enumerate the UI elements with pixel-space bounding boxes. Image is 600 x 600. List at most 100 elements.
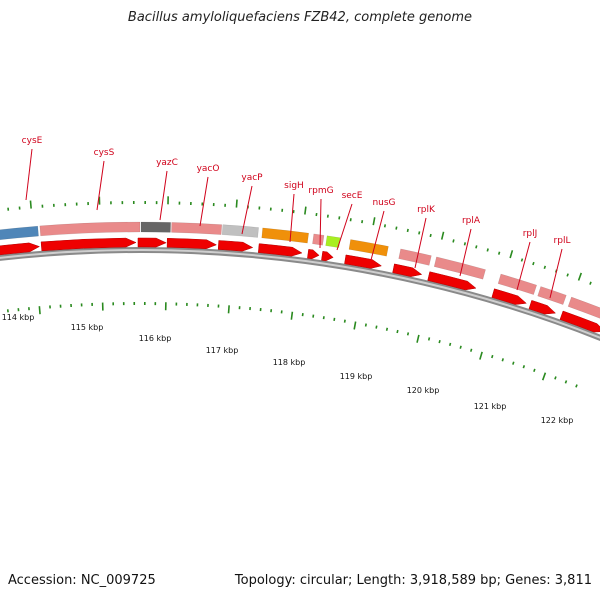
inner-tick [491, 354, 494, 359]
genome-title: Bacillus amyloliquefaciens FZB42, comple… [127, 10, 473, 25]
outer-tick [463, 242, 467, 246]
kbp-label: 114 kbp [2, 313, 35, 322]
feature-band-rplL [567, 296, 600, 319]
gene-leader-line [516, 241, 531, 291]
gene-leader-line [319, 198, 322, 249]
inner-tick [541, 372, 547, 381]
cds-arrow [491, 288, 527, 305]
inner-tick [416, 334, 420, 343]
inner-tick [406, 332, 410, 336]
feature-band-blue [0, 225, 39, 241]
outer-tick [429, 233, 432, 238]
gene-leader-line [241, 185, 253, 235]
inner-tick [396, 329, 399, 334]
kbp-label: 121 kbp [474, 402, 507, 411]
cds-arrow [0, 242, 41, 256]
outer-tick [566, 273, 569, 277]
outer-tick [543, 265, 547, 269]
gene-leader-line [159, 170, 168, 221]
inner-tick [470, 348, 473, 352]
feature-band-rplK [398, 248, 432, 266]
cds-arrow [427, 271, 477, 291]
inner-tick [522, 365, 526, 369]
cds-arrow [258, 243, 303, 257]
feature-band-rpmG [325, 235, 341, 248]
cds-arrow [307, 249, 320, 260]
outer-tick [418, 231, 421, 235]
inner-tick [575, 384, 578, 388]
gene-label-sigH: sigH [284, 181, 304, 191]
outer-tick [304, 206, 307, 215]
feature-band-secE [348, 239, 389, 257]
outer-tick [497, 251, 501, 255]
inner-tick [479, 351, 483, 360]
gene-leader-line [199, 176, 209, 227]
inner-tick [554, 376, 557, 380]
cds-arrow [217, 240, 254, 252]
inner-tick [438, 339, 441, 344]
gene-label-yacO: yacO [197, 164, 220, 174]
gene-leader-line [549, 248, 563, 299]
cds-arrow [344, 254, 383, 269]
inner-tick [533, 368, 536, 373]
outer-tick [577, 272, 583, 281]
accession-text: Accession: NC_009725 [8, 573, 156, 588]
gene-label-cysS: cysS [94, 148, 115, 158]
cds-arrow [137, 237, 167, 248]
gene-leader-line [370, 210, 385, 261]
outer-tick [589, 281, 592, 285]
inner-tick [459, 345, 462, 349]
inner-tick [290, 311, 294, 320]
inner-tick [448, 342, 452, 347]
inner-tick [375, 325, 378, 329]
cds-arrow [40, 237, 137, 252]
inner-tick [364, 323, 367, 327]
outer-tick [520, 258, 524, 262]
gene-leader-line [459, 228, 472, 277]
feature-band-sigH [261, 227, 309, 244]
inner-tick [227, 305, 230, 314]
outer-tick [361, 220, 364, 224]
kbp-label: 120 kbp [407, 386, 440, 395]
outer-tick [475, 245, 478, 249]
feature-band-rpmG-a [312, 233, 325, 246]
feature-band-rplL-a [537, 286, 567, 305]
outer-tick [452, 239, 455, 243]
outer-tick [440, 231, 445, 240]
outer-tick [532, 261, 535, 266]
kbp-label: 115 kbp [71, 323, 104, 332]
inner-tick [343, 319, 346, 323]
cds-arrow [321, 251, 334, 262]
inner-tick [512, 361, 515, 365]
genome-summary-text: Topology: circular; Length: 3,918,589 bp… [234, 573, 592, 588]
gene-label-secE: secE [342, 191, 363, 201]
feature-band-yacO [171, 222, 223, 235]
gene-label-nusG: nusG [372, 198, 395, 208]
kbp-label: 122 kbp [541, 416, 574, 425]
inner-tick [501, 358, 504, 362]
gene-leader-line [414, 217, 427, 269]
feature-band-cysS [39, 221, 141, 237]
outer-tick [235, 199, 238, 208]
gene-label-rplK: rplK [417, 205, 436, 215]
gene-label-rplL: rplL [554, 236, 571, 246]
kbp-label: 117 kbp [206, 346, 239, 355]
inner-tick [427, 337, 431, 341]
gene-leader-line [25, 148, 33, 201]
kbp-label: 119 kbp [340, 372, 373, 381]
inner-tick [385, 327, 389, 331]
gene-label-rplJ: rplJ [523, 229, 538, 239]
kbp-label: 118 kbp [273, 358, 306, 367]
outer-tick [509, 250, 514, 259]
outer-tick [486, 248, 489, 252]
cds-arrow [392, 263, 423, 277]
feature-band-yacP [221, 224, 259, 238]
outer-tick [372, 217, 376, 226]
outer-tick [383, 224, 387, 228]
gene-leader-line [289, 193, 295, 243]
gene-label-yacP: yacP [241, 173, 263, 183]
kbp-label: 116 kbp [139, 334, 172, 343]
inner-tick [353, 321, 357, 330]
outer-tick [29, 200, 32, 209]
